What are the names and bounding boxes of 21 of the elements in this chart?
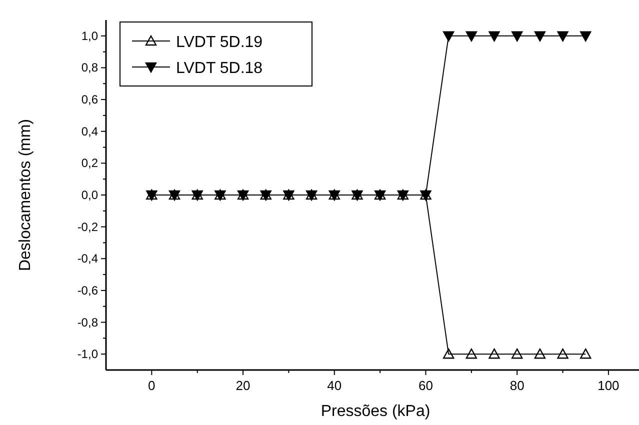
y-tick-label: -0,6: [77, 283, 98, 298]
y-axis-title: Deslocamentos (mm): [17, 118, 34, 272]
x-tick-label: 40: [327, 378, 342, 393]
y-tick-label: 0,2: [81, 156, 98, 170]
x-tick-label: 60: [418, 378, 433, 393]
x-tick-label: 80: [510, 378, 524, 393]
y-tick-label: -0,2: [77, 220, 98, 234]
x-tick-label: 0: [148, 378, 156, 393]
y-tick-label: -1,0: [77, 347, 98, 362]
y-tick-label: 0,6: [81, 92, 98, 107]
y-tick-label: -0,4: [77, 252, 98, 266]
y-tick-label: 0,0: [81, 188, 98, 202]
y-tick-label: 0,8: [81, 60, 98, 75]
y-tick-label: 1,0: [81, 28, 98, 43]
x-tick-label: 100: [598, 378, 620, 393]
x-tick-label: 20: [236, 378, 250, 393]
x-axis-title: Pressões (kPa): [320, 403, 430, 420]
y-tick-label: 0,4: [81, 124, 98, 138]
y-tick-label: -0,8: [77, 315, 98, 330]
legend-label: LVDT 5D.18: [176, 60, 263, 77]
legend-label: LVDT 5D.19: [176, 34, 263, 51]
